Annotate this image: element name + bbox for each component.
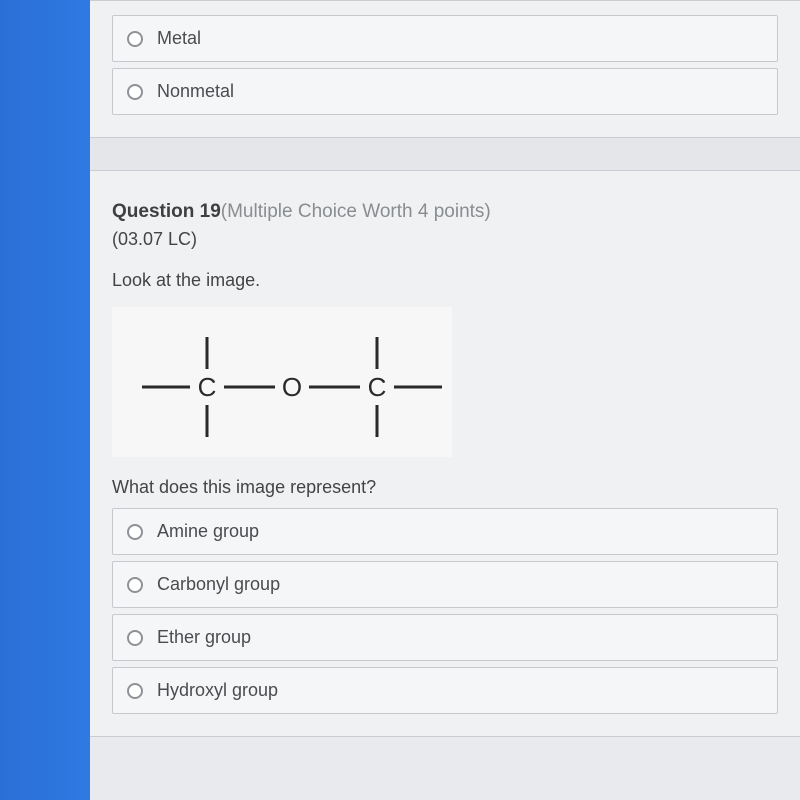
- chemical-diagram: COC: [112, 307, 452, 457]
- question-prompt: What does this image represent?: [112, 477, 778, 498]
- question-panel: Question 19(Multiple Choice Worth 4 poin…: [90, 170, 800, 737]
- window-sidebar: [0, 0, 90, 800]
- atom-label: C: [368, 372, 387, 402]
- prev-option[interactable]: Nonmetal: [112, 68, 778, 115]
- question-option-label: Amine group: [157, 521, 259, 542]
- question-option[interactable]: Hydroxyl group: [112, 667, 778, 714]
- prev-option-label: Nonmetal: [157, 81, 234, 102]
- radio-icon[interactable]: [127, 630, 143, 646]
- radio-icon[interactable]: [127, 683, 143, 699]
- question-instruction: Look at the image.: [112, 270, 778, 291]
- prev-option-label: Metal: [157, 28, 201, 49]
- atom-label: O: [282, 372, 302, 402]
- question-option[interactable]: Amine group: [112, 508, 778, 555]
- atom-label: C: [198, 372, 217, 402]
- question-option-label: Carbonyl group: [157, 574, 280, 595]
- question-option[interactable]: Ether group: [112, 614, 778, 661]
- radio-icon[interactable]: [127, 31, 143, 47]
- prev-option[interactable]: Metal: [112, 15, 778, 62]
- question-title-prefix: Question: [112, 201, 200, 222]
- question-number: 19: [200, 201, 221, 222]
- panel-gap: [90, 138, 800, 170]
- radio-icon[interactable]: [127, 577, 143, 593]
- quiz-content: Metal Nonmetal Question 19(Multiple Choic…: [90, 0, 800, 800]
- question-option[interactable]: Carbonyl group: [112, 561, 778, 608]
- question-header: Question 19(Multiple Choice Worth 4 poin…: [112, 201, 778, 223]
- radio-icon[interactable]: [127, 524, 143, 540]
- prev-question-panel: Metal Nonmetal: [90, 0, 800, 138]
- radio-icon[interactable]: [127, 84, 143, 100]
- question-code: (03.07 LC): [112, 229, 778, 250]
- question-option-label: Ether group: [157, 627, 251, 648]
- question-option-label: Hydroxyl group: [157, 680, 278, 701]
- question-meta: (Multiple Choice Worth 4 points): [221, 201, 491, 222]
